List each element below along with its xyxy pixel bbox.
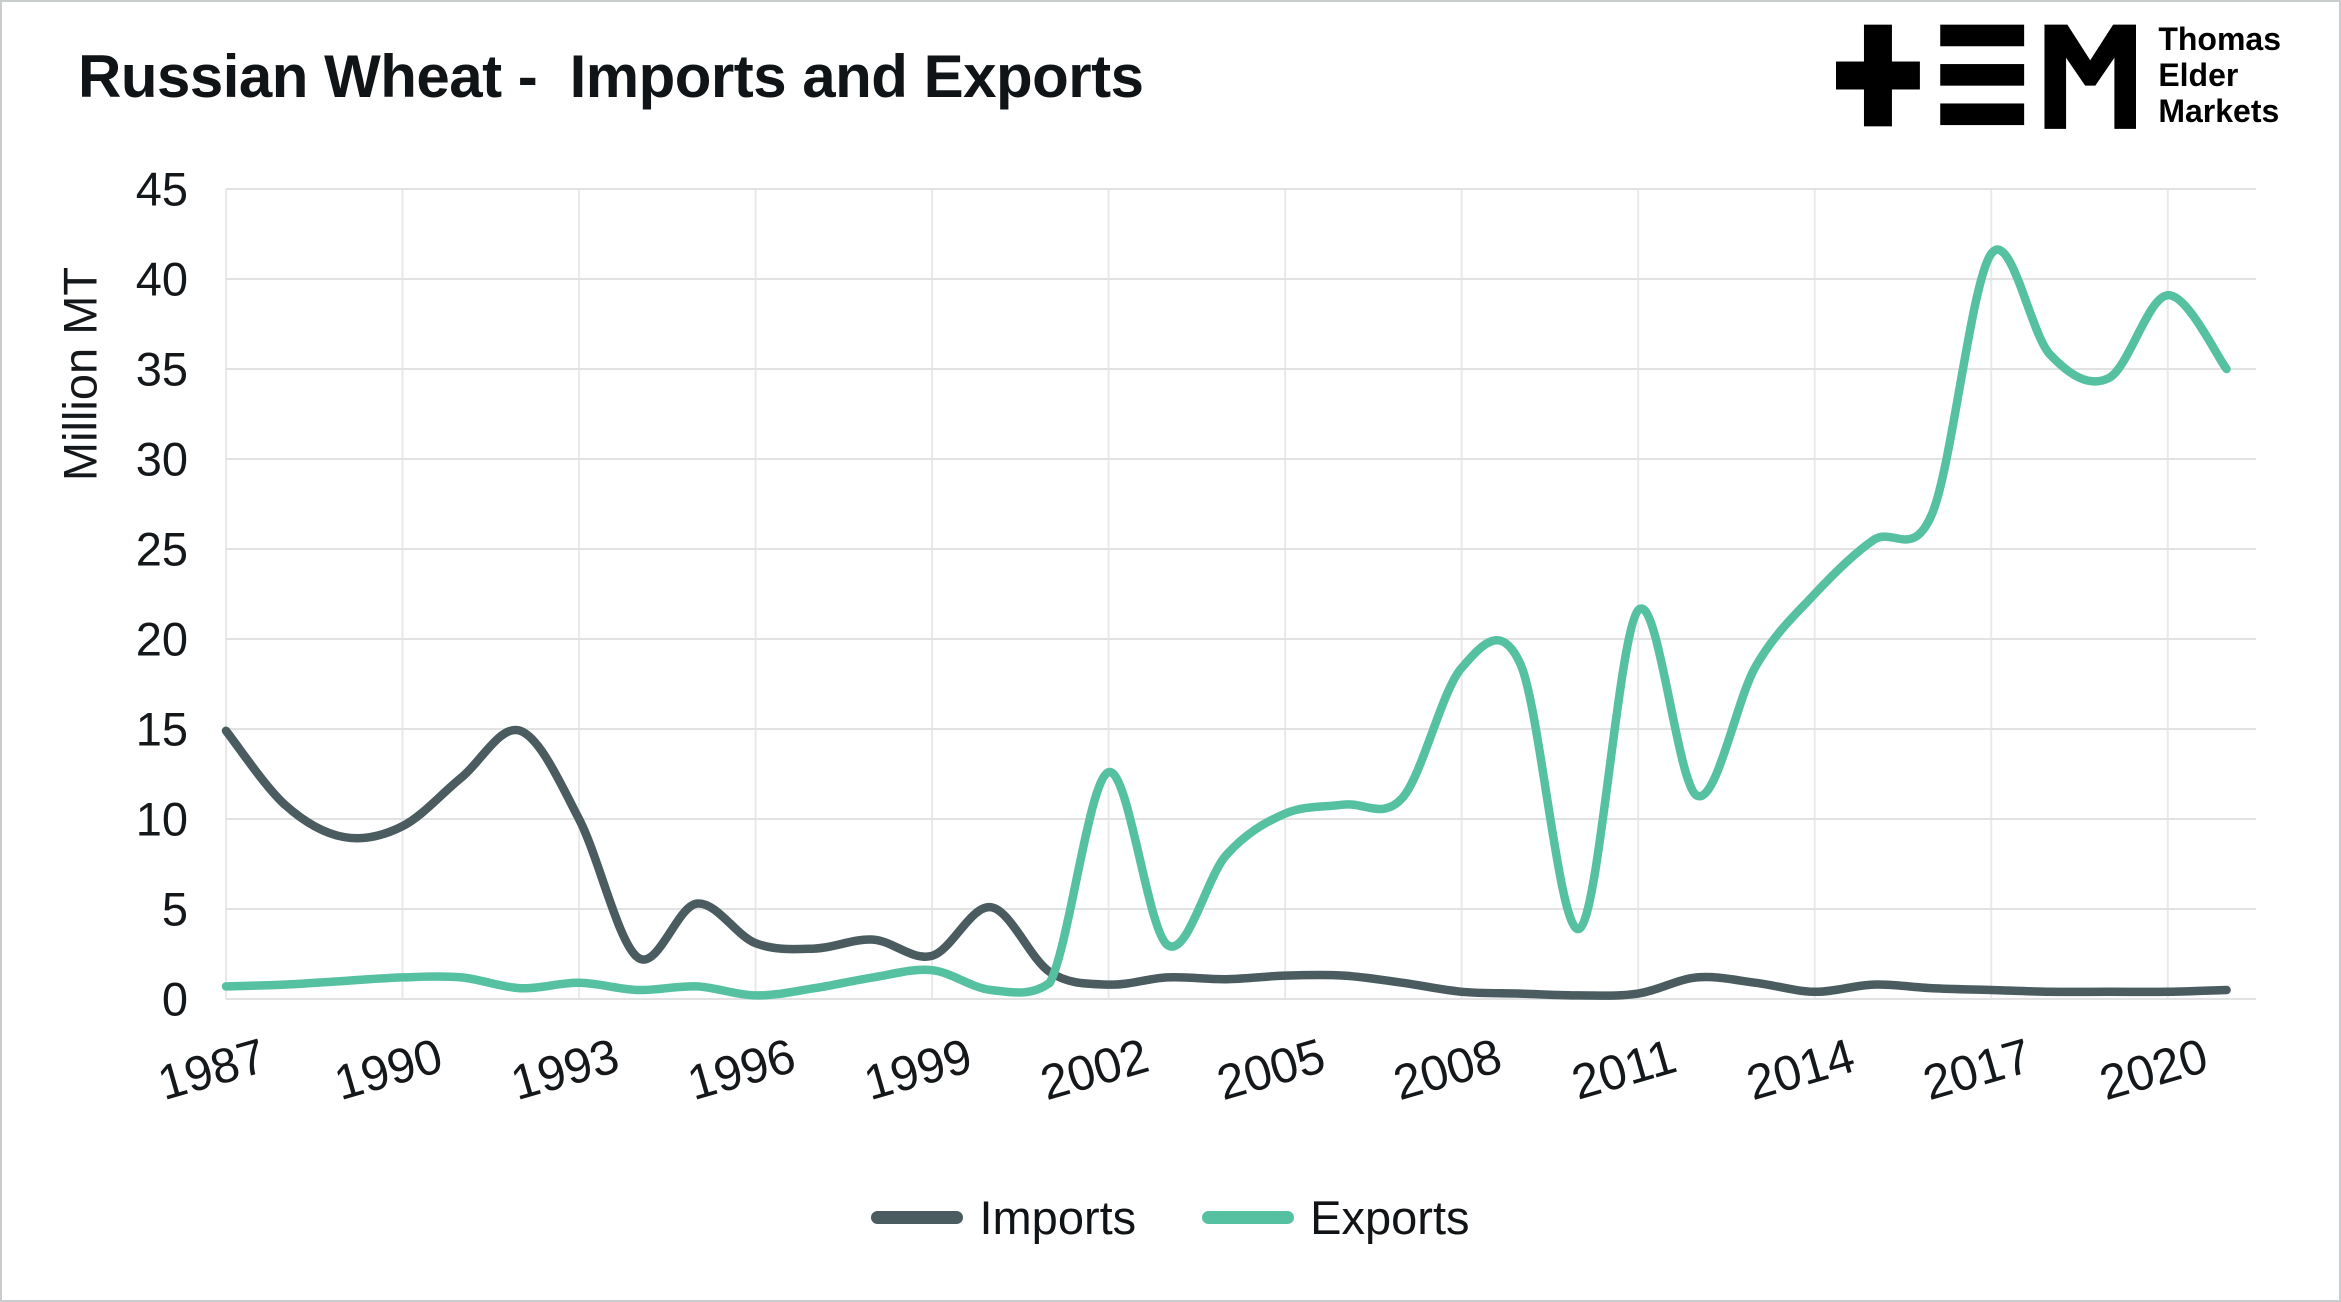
x-tick-label: 1987 [152, 1029, 272, 1111]
legend-label-imports: Imports [979, 1191, 1137, 1244]
x-tick-label: 1993 [505, 1029, 625, 1111]
y-tick-label: 40 [136, 253, 188, 306]
x-tick-label: 1999 [858, 1029, 978, 1111]
tem-logo: Thomas Elder Markets [1836, 21, 2281, 130]
x-tick-label: 2014 [1741, 1029, 1861, 1111]
imports-line [221, 725, 2231, 1000]
logo-text: Thomas Elder Markets [2158, 21, 2281, 129]
logo-text-line: Thomas [2158, 21, 2281, 57]
legend-item-exports: Exports [1202, 1190, 1470, 1245]
y-tick-label: 25 [136, 523, 188, 576]
x-tick-label: 1990 [329, 1029, 449, 1111]
legend-item-imports: Imports [871, 1190, 1136, 1245]
logo-text-line: Elder [2158, 56, 2239, 93]
legend-label-exports: Exports [1310, 1191, 1470, 1244]
x-tick-label: 2017 [1917, 1029, 2037, 1111]
legend: Imports Exports [2, 1190, 2339, 1245]
y-tick-label: 0 [162, 973, 188, 1026]
y-tick-label: 45 [136, 163, 188, 216]
imports-line-swatch [871, 1211, 964, 1224]
x-tick-label: 2002 [1035, 1029, 1155, 1111]
y-tick-label: 10 [136, 793, 188, 846]
exports-line [221, 245, 2231, 1000]
y-tick-label: 20 [136, 613, 188, 666]
logo-text-line: Markets [2158, 92, 2280, 129]
y-axis-label: Million MT [54, 267, 107, 481]
tem-logo-icon [1836, 24, 2137, 130]
y-tick-label: 30 [136, 433, 188, 486]
x-tick-label: 2005 [1211, 1029, 1331, 1111]
y-tick-label: 35 [136, 343, 188, 396]
x-tick-label: 2008 [1388, 1029, 1508, 1111]
y-tick-label: 5 [162, 883, 188, 936]
x-tick-label: 1996 [682, 1029, 802, 1111]
y-tick-label: 15 [136, 703, 188, 756]
page-title: Russian Wheat - Imports and Exports [78, 43, 1144, 110]
exports-line-swatch [1202, 1211, 1295, 1224]
x-tick-label: 2020 [2094, 1029, 2214, 1111]
x-tick-label: 2011 [1566, 1030, 1682, 1111]
